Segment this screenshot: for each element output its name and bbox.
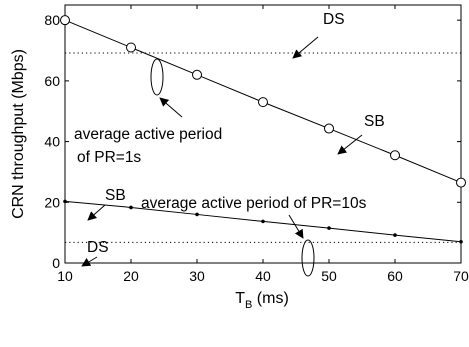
annotation-pr10: average active period of PR=10s	[141, 195, 367, 212]
annotation-pr1-line1: average active period	[74, 126, 222, 143]
annotation-sb-upper: SB	[364, 113, 385, 130]
annotation-ellipse-pr1	[150, 58, 164, 96]
annotation-ds-upper: DS	[323, 11, 345, 28]
data-point-0-4	[324, 123, 334, 134]
annotation-arrow-sb-upper	[337, 134, 363, 155]
y-axis-label: CRN throughput (Mbps)	[10, 49, 27, 219]
data-point-2-0	[63, 199, 67, 204]
data-point-0-1	[126, 42, 136, 53]
x-axis-label: TB (ms)	[235, 290, 289, 311]
x-tick-label: 30	[189, 268, 205, 284]
x-tick-label: 10	[57, 268, 73, 284]
data-point-2-5	[393, 233, 397, 237]
x-axis-label-subscript: B	[245, 299, 252, 311]
x-tick-label: 60	[387, 268, 403, 284]
annotation-arrow-sb-lower	[87, 204, 106, 221]
annotation-ds-lower: DS	[87, 239, 109, 256]
annotation-pr1-line2: of PR=1s	[77, 149, 141, 166]
y-tick-label: 80	[44, 12, 60, 28]
annotation-arrow-ds-lower	[81, 256, 98, 267]
data-point-0-3	[258, 97, 268, 108]
annotation-sb-lower: SB	[105, 187, 126, 204]
annotation-arrow-ds-upper	[292, 36, 319, 59]
data-point-2-2	[195, 212, 199, 217]
annotation-arrow-pr10	[288, 214, 304, 239]
data-point-0-2	[192, 69, 202, 80]
data-point-0-6	[456, 177, 466, 188]
data-point-2-4	[327, 226, 331, 230]
axis-ticks: 10 20 30 40 50 60 70 0 20 40 60 80	[44, 5, 469, 284]
series-layer	[60, 15, 466, 244]
x-axis-label-main: T	[235, 290, 245, 307]
data-point-2-6	[459, 239, 463, 244]
x-tick-label: 20	[123, 268, 139, 284]
x-tick-label: 50	[321, 268, 337, 284]
data-point-2-3	[261, 219, 265, 224]
data-point-0-0	[60, 15, 70, 26]
y-tick-label: 40	[44, 134, 60, 150]
annotation-ellipse-pr10	[301, 239, 315, 277]
data-point-2-1	[129, 205, 133, 210]
y-tick-label: 20	[44, 194, 60, 210]
x-tick-label: 70	[453, 268, 469, 284]
data-point-0-5	[390, 150, 400, 161]
x-axis-label-unit: (ms)	[252, 290, 288, 307]
y-tick-label: 60	[44, 73, 60, 89]
y-tick-label: 0	[52, 255, 60, 271]
annotation-arrow-pr1	[159, 97, 183, 118]
x-tick-label: 40	[255, 268, 271, 284]
